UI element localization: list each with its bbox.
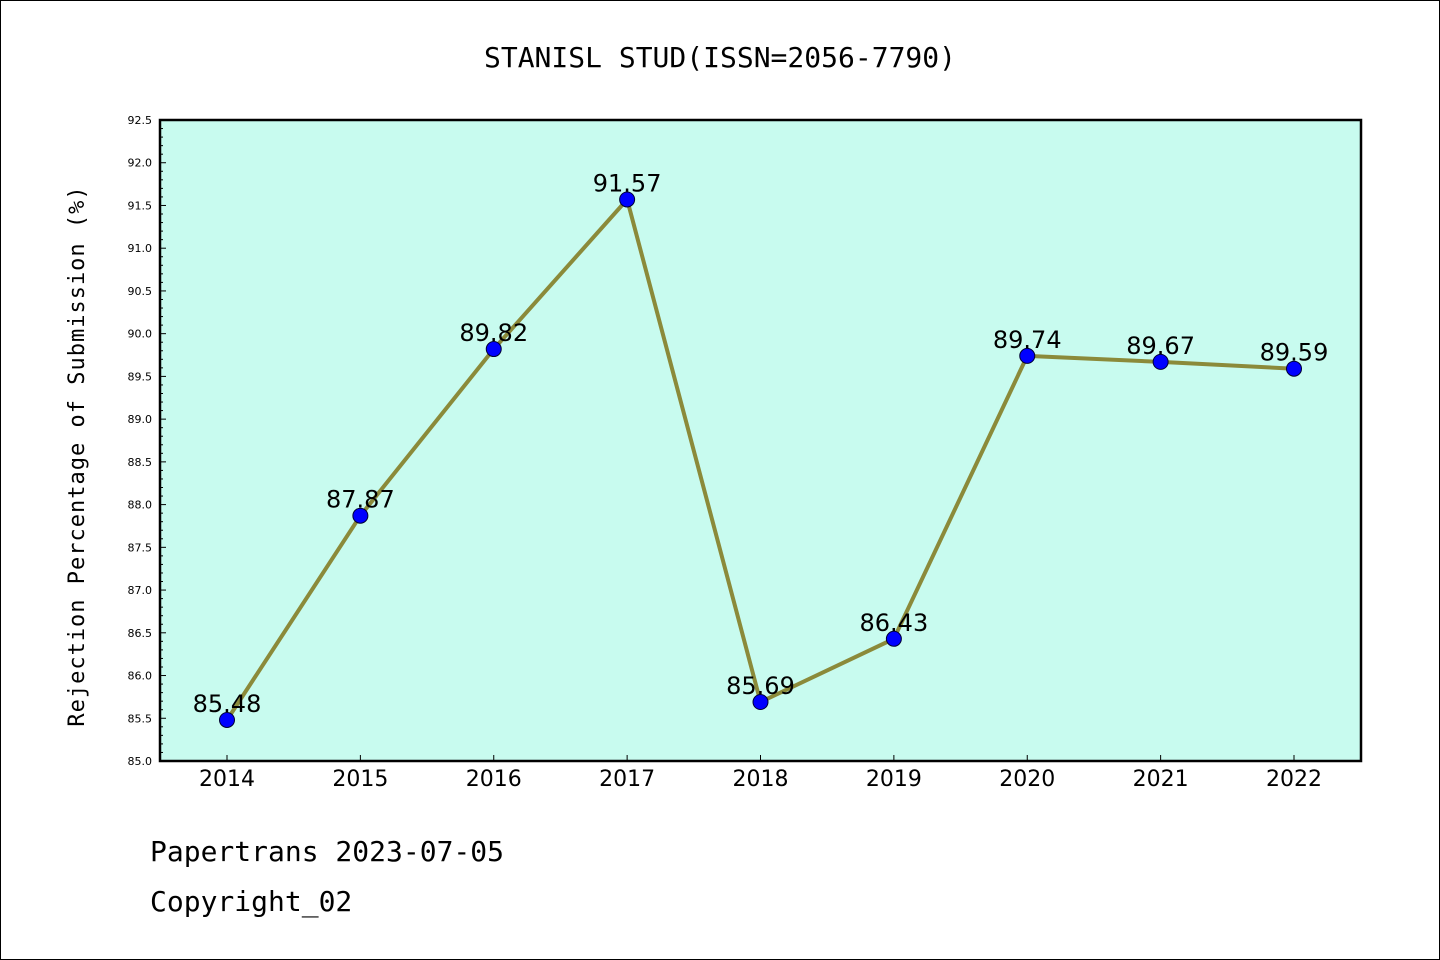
data-point bbox=[352, 507, 369, 524]
data-label: 86.43 bbox=[860, 609, 929, 637]
data-label: 85.48 bbox=[193, 690, 262, 718]
x-tick-label: 2015 bbox=[332, 767, 388, 792]
y-tick-label: 90.5 bbox=[128, 285, 153, 298]
y-tick-label: 91.5 bbox=[128, 199, 153, 212]
y-axis-ticks: 85.0 85.5 86.0 86.5 87.0 87.5 88.0 88.5 89.0 89.5… bbox=[128, 114, 166, 768]
y-tick-label: 86.0 bbox=[128, 670, 153, 683]
y-tick-label: 88.5 bbox=[128, 456, 153, 469]
x-tick-label: 2014 bbox=[199, 767, 255, 792]
plot-border bbox=[158, 118, 1363, 763]
y-tick-label: 85.0 bbox=[128, 755, 153, 768]
data-label: 91.57 bbox=[593, 169, 662, 197]
x-tick-label: 2017 bbox=[599, 767, 655, 792]
data-point bbox=[619, 191, 636, 208]
y-tick-label: 87.0 bbox=[128, 584, 153, 597]
data-point bbox=[219, 711, 235, 728]
y-tick-label: 91.0 bbox=[128, 242, 153, 255]
data-point bbox=[752, 694, 769, 711]
y-tick-label: 92.0 bbox=[128, 157, 153, 170]
data-label: 89.67 bbox=[1126, 332, 1195, 360]
plot-area bbox=[160, 120, 1361, 761]
x-tick-label: 2019 bbox=[866, 767, 922, 792]
data-label: 85.69 bbox=[726, 672, 795, 700]
data-point bbox=[885, 630, 902, 647]
data-point bbox=[1152, 353, 1169, 370]
data-label: 89.82 bbox=[459, 319, 528, 347]
y-tick-label: 87.5 bbox=[128, 541, 153, 554]
data-point bbox=[485, 341, 502, 358]
y-tick-label: 88.0 bbox=[128, 499, 153, 512]
x-tick-label: 2016 bbox=[466, 767, 522, 792]
x-tick-label: 2020 bbox=[999, 767, 1055, 792]
x-tick-label: 2022 bbox=[1266, 767, 1322, 792]
chart-title: STANISL STUD(ISSN=2056-7790) bbox=[484, 41, 956, 74]
data-point bbox=[1019, 347, 1036, 364]
x-tick-label: 2018 bbox=[733, 767, 789, 792]
y-tick-label: 85.5 bbox=[128, 712, 153, 725]
y-tick-label: 89.0 bbox=[128, 413, 153, 426]
y-tick-label: 90.0 bbox=[128, 328, 153, 341]
series-group: 85.48 87.87 89.82 91.57 85.69 86.43 89.74 89.67… bbox=[193, 169, 1329, 728]
data-label: 87.87 bbox=[326, 486, 395, 514]
data-label: 89.74 bbox=[993, 326, 1062, 354]
x-axis-ticks: 2014 2015 2016 2017 2018 2019 2020 2021 2022 bbox=[199, 755, 1322, 792]
data-point bbox=[1286, 360, 1302, 377]
y-tick-label: 89.5 bbox=[128, 370, 153, 383]
footer-copyright: Copyright_02 bbox=[150, 885, 353, 918]
data-label: 89.59 bbox=[1260, 339, 1329, 367]
y-tick-label: 92.5 bbox=[128, 114, 153, 127]
footer-date: Papertrans 2023-07-05 bbox=[150, 835, 505, 868]
y-axis-label: Rejection Percentage of Submission (%) bbox=[65, 185, 90, 726]
y-tick-label: 86.5 bbox=[128, 627, 153, 640]
x-tick-label: 2021 bbox=[1133, 767, 1189, 792]
